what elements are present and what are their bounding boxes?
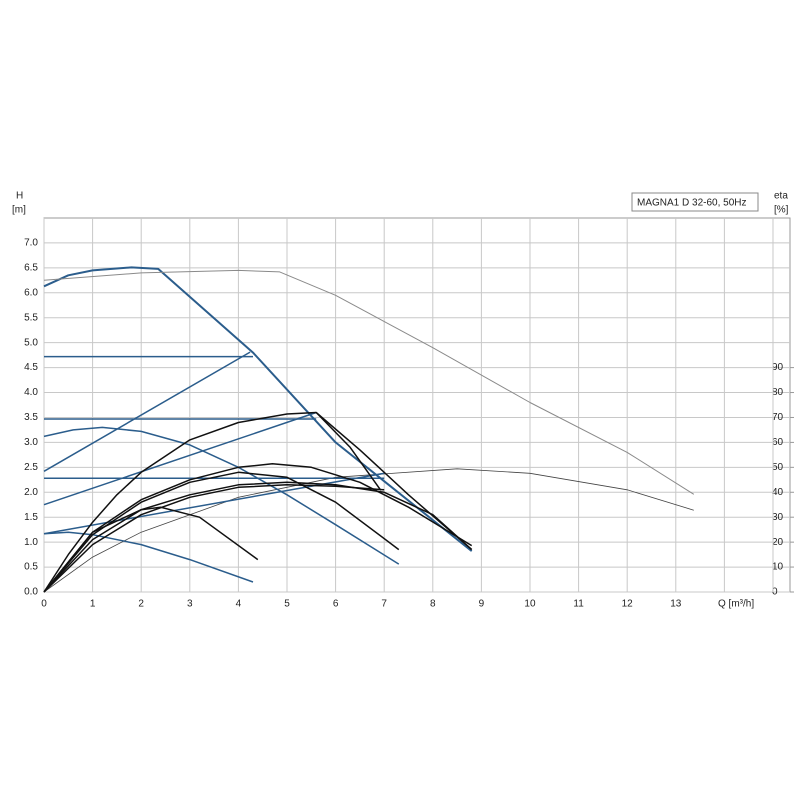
curve xyxy=(43,266,473,552)
title-box xyxy=(631,192,759,212)
y2-tick-label: 80 xyxy=(772,387,784,398)
curve xyxy=(43,484,385,593)
y-tick-label: 5.5 xyxy=(24,312,38,323)
x-tick-label: 9 xyxy=(479,599,485,610)
y-tick-label: 6.0 xyxy=(24,287,38,298)
y2-tick-label: 20 xyxy=(772,537,784,548)
curve xyxy=(43,351,251,472)
plot-frame xyxy=(43,217,791,593)
y-tick-label: 6.5 xyxy=(24,263,38,274)
x-tick-label: 2 xyxy=(138,599,144,610)
curve xyxy=(43,506,259,593)
x-tick-label: 6 xyxy=(333,599,339,610)
y-tick-label: 0.0 xyxy=(24,587,38,598)
y-tick-label: 4.0 xyxy=(24,387,38,398)
x-axis-label: Q [m³/h] xyxy=(718,599,754,610)
curve xyxy=(43,269,695,495)
x-tick-label: 5 xyxy=(284,599,290,610)
y2-tick-label: 90 xyxy=(772,362,784,373)
x-tick-label: 1 xyxy=(90,599,96,610)
curve xyxy=(43,426,400,565)
curve xyxy=(43,463,473,593)
curve xyxy=(43,411,382,593)
y2-axis-label: eta xyxy=(774,191,788,202)
y-tick-label: 1.0 xyxy=(24,537,38,548)
curve xyxy=(43,468,694,593)
y-tick-label: 3.5 xyxy=(24,412,38,423)
y-tick-label: 1.5 xyxy=(24,512,38,523)
x-tick-label: 11 xyxy=(573,599,584,610)
curve xyxy=(43,471,400,593)
x-tick-label: 0 xyxy=(41,599,47,610)
y-tick-label: 2.5 xyxy=(24,462,38,473)
y-tick-label: 7.0 xyxy=(24,238,38,249)
chart-title: MAGNA1 D 32-60, 50Hz xyxy=(637,198,747,209)
y-tick-label: 2.0 xyxy=(24,487,38,498)
x-tick-label: 10 xyxy=(524,599,536,610)
y2-tick-label: 70 xyxy=(772,412,784,423)
curve xyxy=(43,531,254,583)
y-tick-label: 5.0 xyxy=(24,337,38,348)
x-tick-label: 8 xyxy=(430,599,436,610)
curve xyxy=(43,411,317,506)
y-tick-label: 4.5 xyxy=(24,362,38,373)
curve xyxy=(43,481,473,593)
y-axis-label: H xyxy=(16,191,23,202)
x-tick-label: 12 xyxy=(622,599,634,610)
x-tick-label: 13 xyxy=(670,599,682,610)
curve xyxy=(315,411,473,551)
y2-tick-label: 60 xyxy=(772,437,784,448)
curve xyxy=(43,472,385,535)
y-tick-label: 0.5 xyxy=(24,562,38,573)
y2-tick-label: 50 xyxy=(772,462,784,473)
y2-tick-label: 30 xyxy=(772,512,784,523)
x-tick-label: 7 xyxy=(381,599,387,610)
x-tick-label: 4 xyxy=(236,599,242,610)
y2-tick-label: 0 xyxy=(772,587,778,598)
y2-axis-unit: [%] xyxy=(774,205,789,216)
y-axis-unit: [m] xyxy=(12,205,26,216)
y2-tick-label: 10 xyxy=(772,562,784,573)
y2-tick-label: 40 xyxy=(772,487,784,498)
x-tick-label: 3 xyxy=(187,599,193,610)
y-tick-label: 3.0 xyxy=(24,437,38,448)
